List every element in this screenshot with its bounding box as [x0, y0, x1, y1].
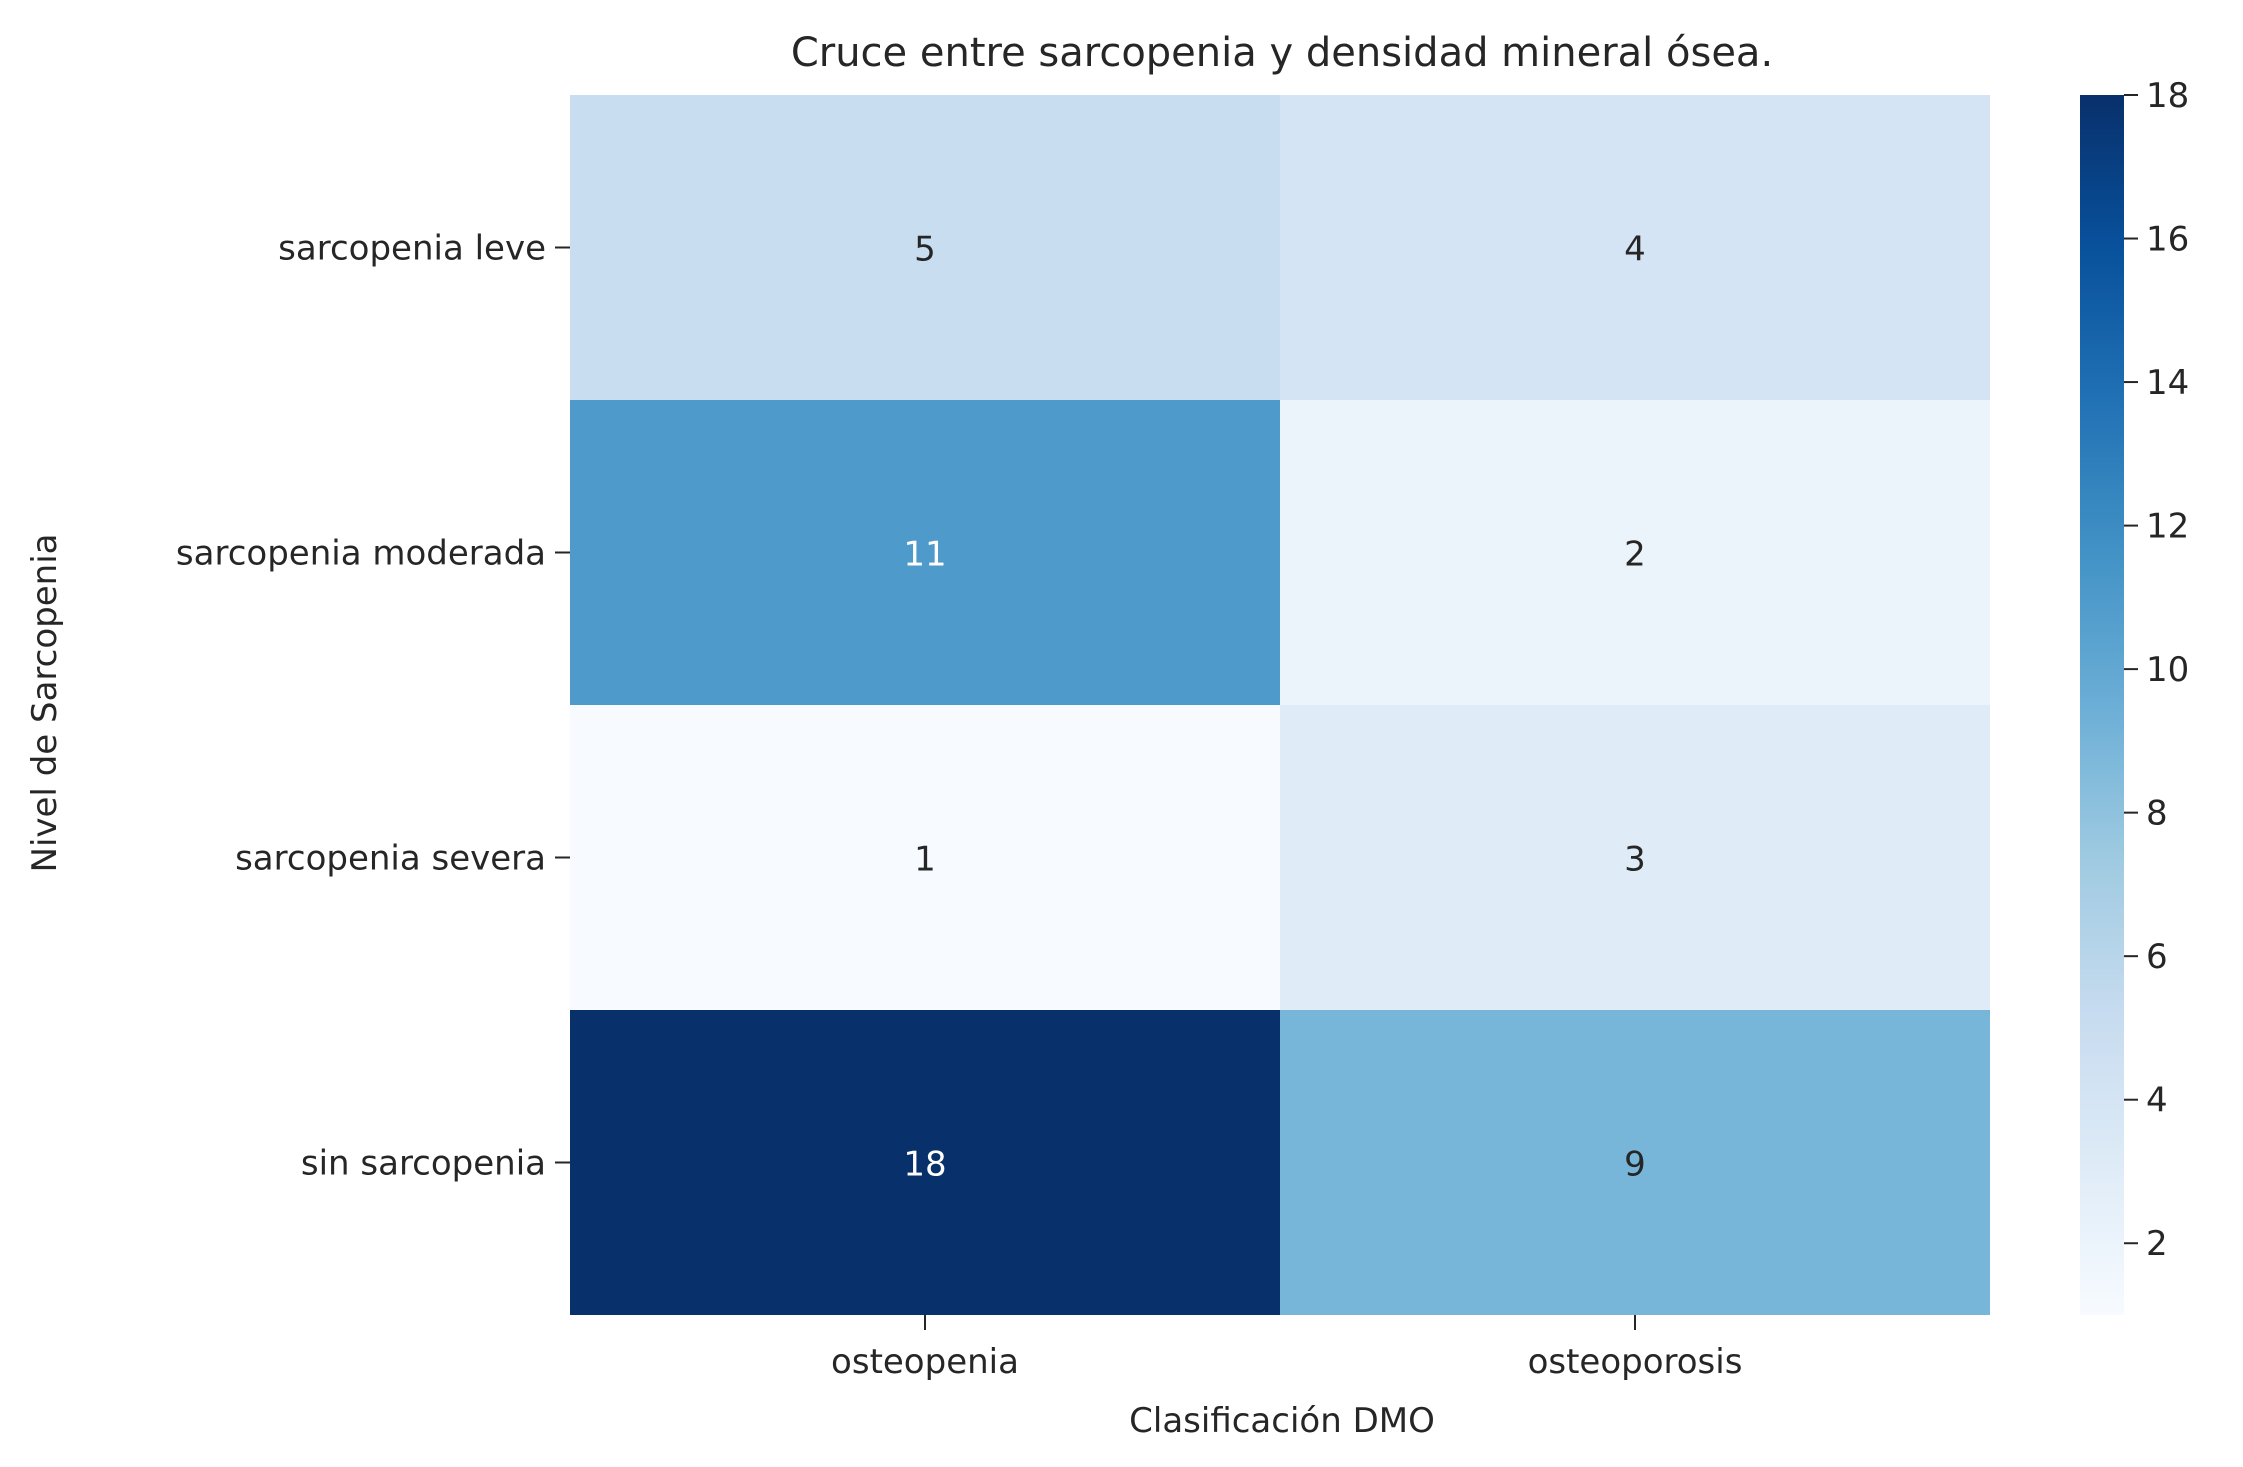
x-tick-label: osteopenia — [831, 1342, 1019, 1382]
heatmap-cell — [1280, 400, 1990, 705]
chart-title: Cruce entre sarcopenia y densidad minera… — [791, 30, 1773, 76]
colorbar-tick-label: 6 — [2146, 937, 2168, 977]
x-tick-label: osteoporosis — [1528, 1342, 1743, 1382]
y-tick-label: sarcopenia leve — [278, 229, 546, 269]
cell-value-label: 18 — [903, 1145, 946, 1185]
y-axis-label: Nivel de Sarcopenia — [25, 534, 65, 873]
cell-value-label: 1 — [914, 840, 936, 880]
cell-value-label: 2 — [1624, 535, 1646, 575]
y-axis: sarcopenia leve sarcopenia moderada sarcop… — [176, 229, 570, 1184]
heatmap-cell — [570, 705, 1280, 1010]
cell-value-label: 3 — [1624, 840, 1646, 880]
cell-value-label: 5 — [914, 230, 936, 270]
colorbar-tick-label: 14 — [2146, 363, 2189, 403]
colorbar-tick-label: 2 — [2146, 1224, 2168, 1264]
colorbar-tick-label: 16 — [2146, 220, 2189, 260]
colorbar-tick-label: 4 — [2146, 1081, 2168, 1121]
colorbar-tick-label: 8 — [2146, 794, 2168, 834]
heatmap-cells — [570, 95, 1990, 1315]
x-axis: osteopenia osteoporosis — [831, 1315, 1742, 1382]
heatmap-cell — [570, 95, 1280, 400]
cell-value-label: 4 — [1624, 230, 1646, 270]
colorbar-tick-label: 12 — [2146, 507, 2189, 547]
heatmap-cell-labels: 5 4 11 2 1 3 18 9 — [903, 230, 1645, 1185]
cell-value-label: 11 — [903, 535, 946, 575]
colorbar-ticks: 2 4 6 8 10 12 14 16 18 — [2124, 76, 2189, 1264]
heatmap-cell — [1280, 1010, 1990, 1315]
colorbar-tick-label: 18 — [2146, 76, 2189, 116]
heatmap-cell — [1280, 95, 1990, 400]
heatmap-cell — [570, 1010, 1280, 1315]
colorbar — [2080, 95, 2124, 1315]
colorbar-tick-label: 10 — [2146, 650, 2189, 690]
heatmap-cell — [1280, 705, 1990, 1010]
cell-value-label: 9 — [1624, 1145, 1646, 1185]
y-tick-label: sin sarcopenia — [301, 1144, 546, 1184]
y-tick-label: sarcopenia severa — [235, 839, 546, 879]
x-axis-label: Clasificación DMO — [1129, 1401, 1435, 1441]
y-tick-label: sarcopenia moderada — [176, 534, 546, 574]
heatmap-cell — [570, 400, 1280, 705]
